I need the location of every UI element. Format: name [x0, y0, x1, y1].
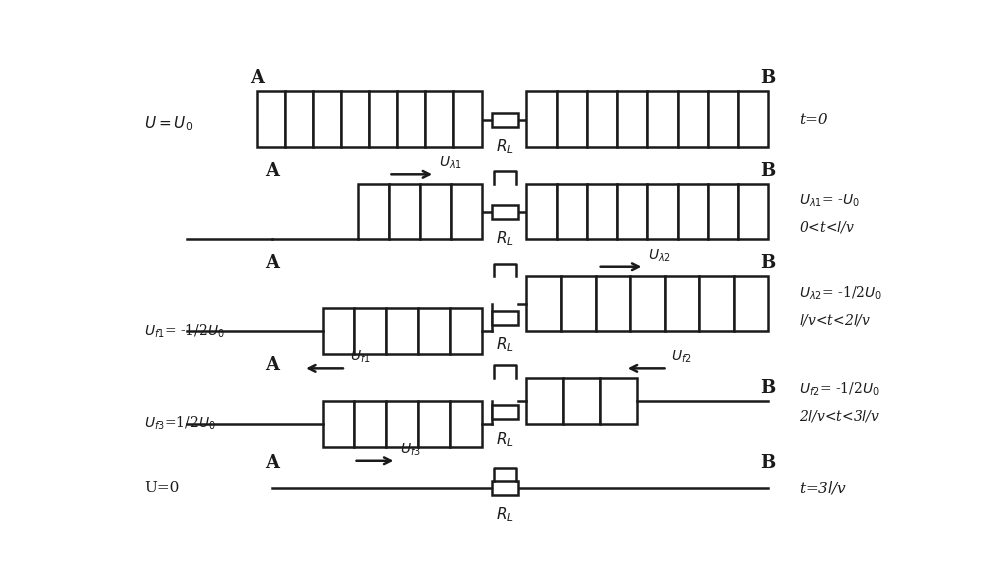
Bar	[557, 183, 587, 239]
Bar	[563, 378, 600, 424]
Bar	[647, 183, 678, 239]
Text: $U_{\lambda 2}$: $U_{\lambda 2}$	[648, 247, 671, 264]
Bar	[354, 309, 386, 354]
Bar	[386, 401, 418, 447]
Bar	[526, 378, 563, 424]
Text: A: A	[265, 454, 279, 472]
Bar	[450, 183, 482, 239]
Text: $R_L$: $R_L$	[496, 430, 514, 449]
Bar	[492, 405, 518, 419]
Bar	[587, 183, 617, 239]
Bar	[418, 309, 450, 354]
Text: $U_{f3}$: $U_{f3}$	[400, 441, 421, 458]
Text: B: B	[761, 70, 776, 88]
Bar	[738, 91, 768, 147]
Text: $U_{f2}$= -1/2$U_0$: $U_{f2}$= -1/2$U_0$	[799, 380, 880, 398]
Bar	[678, 91, 708, 147]
Text: t=0: t=0	[799, 113, 828, 126]
Bar	[630, 276, 665, 331]
Text: U=0: U=0	[144, 481, 180, 495]
Text: $R_L$: $R_L$	[496, 336, 514, 354]
Bar	[323, 401, 354, 447]
Bar	[678, 183, 708, 239]
Text: B: B	[761, 254, 776, 272]
Bar	[526, 91, 557, 147]
Bar	[450, 401, 482, 447]
Bar	[450, 309, 482, 354]
Bar	[492, 481, 518, 495]
Bar	[420, 183, 450, 239]
Bar	[587, 91, 617, 147]
Bar	[418, 401, 450, 447]
Bar	[557, 91, 587, 147]
Bar	[425, 91, 453, 147]
Text: $U=U_0$: $U=U_0$	[144, 114, 194, 133]
Text: A: A	[265, 162, 279, 180]
Bar	[617, 183, 647, 239]
Bar	[285, 91, 313, 147]
Bar	[257, 91, 285, 147]
Text: B: B	[761, 162, 776, 180]
Bar	[354, 401, 386, 447]
Text: $U_{\lambda 1}$= -$U_0$: $U_{\lambda 1}$= -$U_0$	[799, 193, 860, 209]
Text: A: A	[265, 356, 279, 374]
Bar	[561, 276, 596, 331]
Bar	[492, 205, 518, 219]
Bar	[358, 183, 388, 239]
Bar	[388, 183, 420, 239]
Bar	[708, 183, 738, 239]
Bar	[647, 91, 678, 147]
Bar	[453, 91, 482, 147]
Text: A: A	[265, 254, 279, 272]
Bar	[596, 276, 630, 331]
Bar	[600, 378, 637, 424]
Bar	[369, 91, 397, 147]
Bar	[492, 113, 518, 126]
Text: A: A	[250, 70, 264, 88]
Text: $U_{f1}$= -1/2$U_0$: $U_{f1}$= -1/2$U_0$	[144, 322, 225, 340]
Bar	[313, 91, 341, 147]
Bar	[738, 183, 768, 239]
Bar	[617, 91, 647, 147]
Text: $U_{\lambda 2}$= -1/2$U_0$: $U_{\lambda 2}$= -1/2$U_0$	[799, 284, 882, 302]
Bar	[526, 276, 561, 331]
Text: 0<t<$l$/v: 0<t<$l$/v	[799, 219, 855, 235]
Bar	[492, 311, 518, 325]
Text: t=3$l$/v: t=3$l$/v	[799, 479, 848, 496]
Text: $R_L$: $R_L$	[496, 137, 514, 156]
Bar	[699, 276, 734, 331]
Text: $R_L$: $R_L$	[496, 505, 514, 524]
Text: B: B	[761, 379, 776, 397]
Bar	[708, 91, 738, 147]
Text: $U_{f1}$: $U_{f1}$	[350, 349, 371, 365]
Text: $U_{f3}$=1/2$U_0$: $U_{f3}$=1/2$U_0$	[144, 415, 216, 433]
Bar	[526, 183, 557, 239]
Bar	[386, 309, 418, 354]
Bar	[341, 91, 369, 147]
Bar	[323, 309, 354, 354]
Text: B: B	[761, 454, 776, 472]
Bar	[397, 91, 425, 147]
Text: $U_{\lambda 1}$: $U_{\lambda 1}$	[439, 155, 462, 171]
Text: $R_L$: $R_L$	[496, 230, 514, 248]
Text: 2$l$/v<t<3$l$/v: 2$l$/v<t<3$l$/v	[799, 408, 880, 424]
Bar	[665, 276, 699, 331]
Text: $l$/v<t<2$l$/v: $l$/v<t<2$l$/v	[799, 312, 871, 328]
Text: $U_{f2}$: $U_{f2}$	[671, 349, 692, 365]
Bar	[734, 276, 768, 331]
